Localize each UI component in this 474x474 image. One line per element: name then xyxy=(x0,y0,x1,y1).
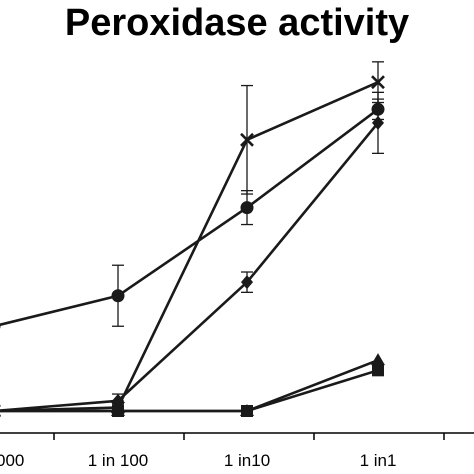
x-tick-label: 1 in 100 xyxy=(88,451,149,470)
data-point-circle xyxy=(240,201,254,215)
data-point-diamond xyxy=(372,115,384,130)
chart-title: Peroxidase activity xyxy=(64,2,410,44)
data-point-x xyxy=(371,75,385,90)
data-point-triangle xyxy=(371,353,385,366)
data-point-circle xyxy=(371,102,385,116)
series-line-x xyxy=(0,80,379,413)
data-point-diamond xyxy=(241,275,253,290)
data-point-circle xyxy=(111,289,125,303)
x-tick-label: 1 in10 xyxy=(224,451,270,470)
data-point-square xyxy=(241,405,253,417)
data-point-triangle xyxy=(0,414,1,416)
data-point-square xyxy=(112,405,124,417)
data-point-x xyxy=(240,132,254,147)
series-line-triangle xyxy=(0,358,379,413)
series-line-diamond xyxy=(0,122,380,412)
data-point-circle xyxy=(0,323,1,329)
data-point-diamond xyxy=(112,393,124,408)
series-line-circle xyxy=(0,108,379,327)
x-tick-label: 1 in1 xyxy=(360,451,397,470)
x-tick-label: 000 xyxy=(0,451,24,470)
data-point-square xyxy=(372,364,384,377)
series-line-square xyxy=(0,369,379,413)
